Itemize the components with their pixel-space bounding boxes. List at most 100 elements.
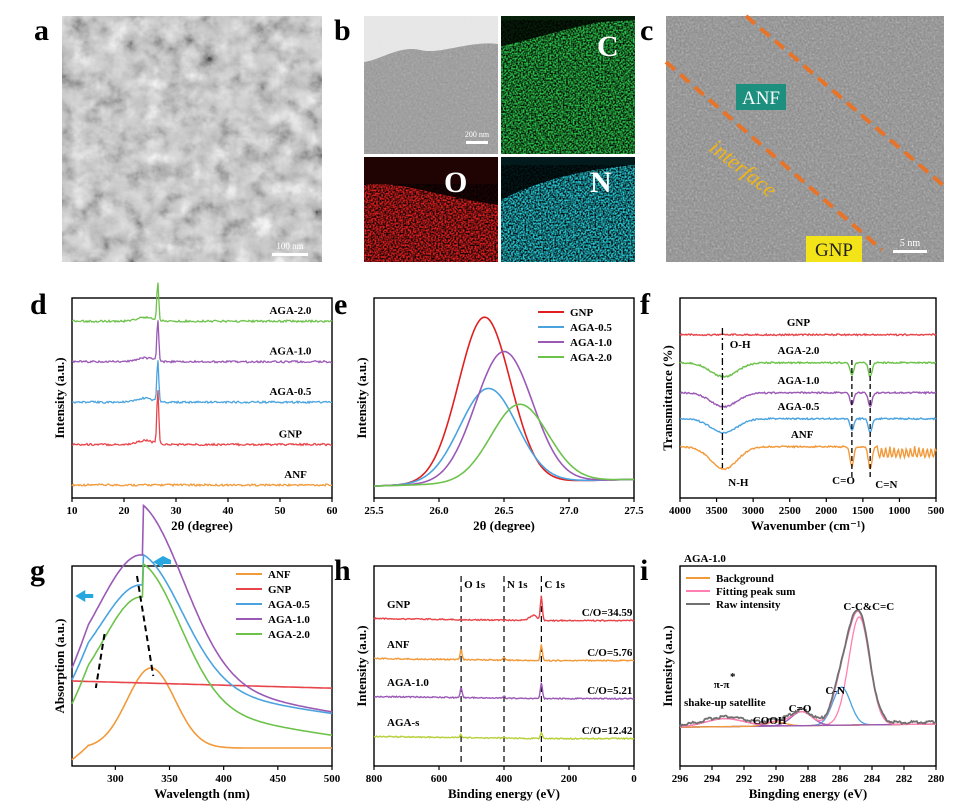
arrow-left-icon — [153, 556, 171, 568]
chart-h-xtick-label: 800 — [366, 773, 383, 785]
chart-e-xtick-label: 25.5 — [364, 505, 384, 517]
xrd-series-label: AGA-0.5 — [269, 386, 311, 398]
chart-i-xtick-label: 292 — [736, 773, 753, 785]
chart-g-xtick-label: 400 — [215, 773, 232, 785]
panel-letter-i: i — [640, 554, 648, 587]
chart-d-xtick-label: 50 — [275, 505, 287, 517]
xps-raw-intensity — [679, 609, 937, 728]
map-label-c: C — [597, 30, 619, 63]
legend-entry: Raw intensity — [716, 599, 781, 611]
ftir-series-GNP — [679, 332, 937, 337]
ftir-series-label: AGA-0.5 — [778, 401, 820, 413]
chart-d-frame — [71, 297, 333, 499]
chart-h-xtick-label: 0 — [631, 773, 637, 785]
xps-peak-label: O 1s — [464, 579, 486, 591]
chart-i-title: AGA-1.0 — [684, 553, 726, 565]
xrd-series-label: GNP — [279, 429, 303, 441]
xrd-zoom-series-AGA-0.5 — [373, 387, 634, 487]
panel-letter-h: h — [334, 554, 351, 587]
panel-letter-g: g — [30, 554, 45, 587]
panel-letter-b: b — [334, 14, 351, 47]
scalebar-a-label: 100 nm — [276, 241, 303, 251]
chart-panels: 10 20 30 40 50 60 2θ (degree) Intensity (a.u.) A… — [52, 282, 945, 801]
chart-i-xtick-label: 290 — [768, 773, 785, 785]
fit-annot: C-C&C=C — [843, 601, 894, 613]
chart-d-ylabel: Intensity (a.u.) — [52, 357, 67, 438]
chart-i-ylabel: Intensity (a.u.) — [660, 625, 675, 706]
xps-series-label: GNP — [387, 599, 411, 611]
panel-letter-e: e — [334, 288, 347, 321]
chart-d-xtick-label: 40 — [223, 505, 235, 517]
xps-series-label: AGA-s — [387, 717, 420, 729]
chart-g-xtick-label: 500 — [324, 773, 341, 785]
chart-f: 4000 3500 3000 2500 2000 1500 1000 500 Wavenumbe… — [660, 297, 945, 533]
chart-f-xtick-label: 1500 — [852, 505, 875, 517]
boundary-line-1 — [744, 14, 946, 188]
xrd-series-AGA-2.0 — [71, 282, 333, 324]
chart-d-xtick-label: 60 — [327, 505, 339, 517]
xps-series-AGA-1.0 — [374, 682, 635, 701]
xps-series-ANF — [373, 644, 635, 663]
chart-f-xlabel: Wavenumber (cm⁻¹) — [751, 518, 865, 533]
xrd-series-GNP — [71, 390, 333, 447]
chart-i-xtick-label: 282 — [896, 773, 913, 785]
xps-series-label: AGA-1.0 — [387, 677, 429, 689]
ftir-series-label: ANF — [791, 429, 814, 441]
xrd-series-label: AGA-2.0 — [269, 305, 311, 317]
tem-image-a: 100 nm — [62, 16, 322, 262]
uv-series-AGA-1.0 — [71, 503, 333, 713]
xps-peak-label: N 1s — [507, 579, 528, 591]
fit-annot: shake-up satellite — [684, 697, 766, 709]
chart-f-frame — [679, 297, 937, 499]
chart-f-xtick-label: 2000 — [815, 505, 838, 517]
legend-entry: ANF — [268, 569, 291, 581]
scalebar-c — [893, 250, 927, 253]
chart-e-xtick-label: 26.5 — [494, 505, 514, 517]
anf-label-box — [736, 84, 786, 110]
chart-g-frame — [71, 565, 333, 767]
fit-annot: C-N — [825, 685, 845, 697]
uv-guide-1 — [136, 575, 155, 677]
chart-f-ylabel: Transmittance (%) — [660, 345, 675, 451]
chart-f-xtick-label: 3000 — [742, 505, 765, 517]
fit-annot: COOH — [753, 715, 787, 727]
ftir-annot: N-H — [728, 477, 749, 489]
chart-f-xtick-label: 500 — [928, 505, 945, 517]
ftir-series-label: AGA-2.0 — [778, 345, 820, 357]
chart-f-xtick-label: 2500 — [779, 505, 802, 517]
chart-e-xlabel: 2θ (degree) — [473, 518, 535, 533]
chart-h-xtick-label: 600 — [431, 773, 448, 785]
legend-entry: AGA-2.0 — [268, 629, 310, 641]
uv-series-AGA-0.5 — [71, 553, 333, 715]
chart-g-ylabel: Absorption (a.u.) — [52, 619, 67, 714]
panel-letter-d: d — [30, 288, 47, 321]
boundary-line-2 — [664, 60, 884, 252]
chart-h-xlabel: Binding energy (eV) — [448, 786, 560, 801]
anf-label: ANF — [742, 88, 780, 109]
xrd-series-label: AGA-1.0 — [269, 346, 311, 358]
chart-e-ylabel: Intensity (a.u.) — [354, 357, 369, 438]
chart-h-xtick-label: 400 — [496, 773, 513, 785]
chart-d-xlabel: 2θ (degree) — [171, 518, 233, 533]
chart-g-xlabel: Wavelength (nm) — [154, 786, 250, 801]
legend-entry: AGA-1.0 — [570, 337, 612, 349]
chart-d-xtick-label: 10 — [67, 505, 79, 517]
chart-e: 25.5 26.0 26.5 27.0 27.5 2θ (degree) Intensity… — [354, 297, 644, 533]
ftir-series-label: AGA-1.0 — [778, 375, 820, 387]
legend-entry: Background — [716, 573, 774, 585]
chart-g: 300 350 400 450 500 Wavelength (nm) Absorption… — [52, 503, 341, 801]
xrd-zoom-series-AGA-1.0 — [374, 350, 634, 487]
chart-i-xtick-label: 284 — [864, 773, 881, 785]
ftir-annot: C=N — [875, 479, 897, 491]
chart-g-xtick-label: 300 — [107, 773, 124, 785]
xps-fit-sum — [679, 610, 936, 728]
hrtem-image-c: ANF interface GNP 5 nm — [664, 14, 946, 262]
ftir-series-label: GNP — [787, 317, 811, 329]
fit-annot: * — [730, 671, 736, 683]
uv-series-GNP — [72, 680, 332, 689]
map-label-o: O — [444, 166, 467, 199]
legend-entry: AGA-0.5 — [268, 599, 310, 611]
xps-ratio-label: C/O=34.59 — [582, 607, 633, 619]
xps-ratio-label: C/O=12.42 — [582, 725, 633, 737]
